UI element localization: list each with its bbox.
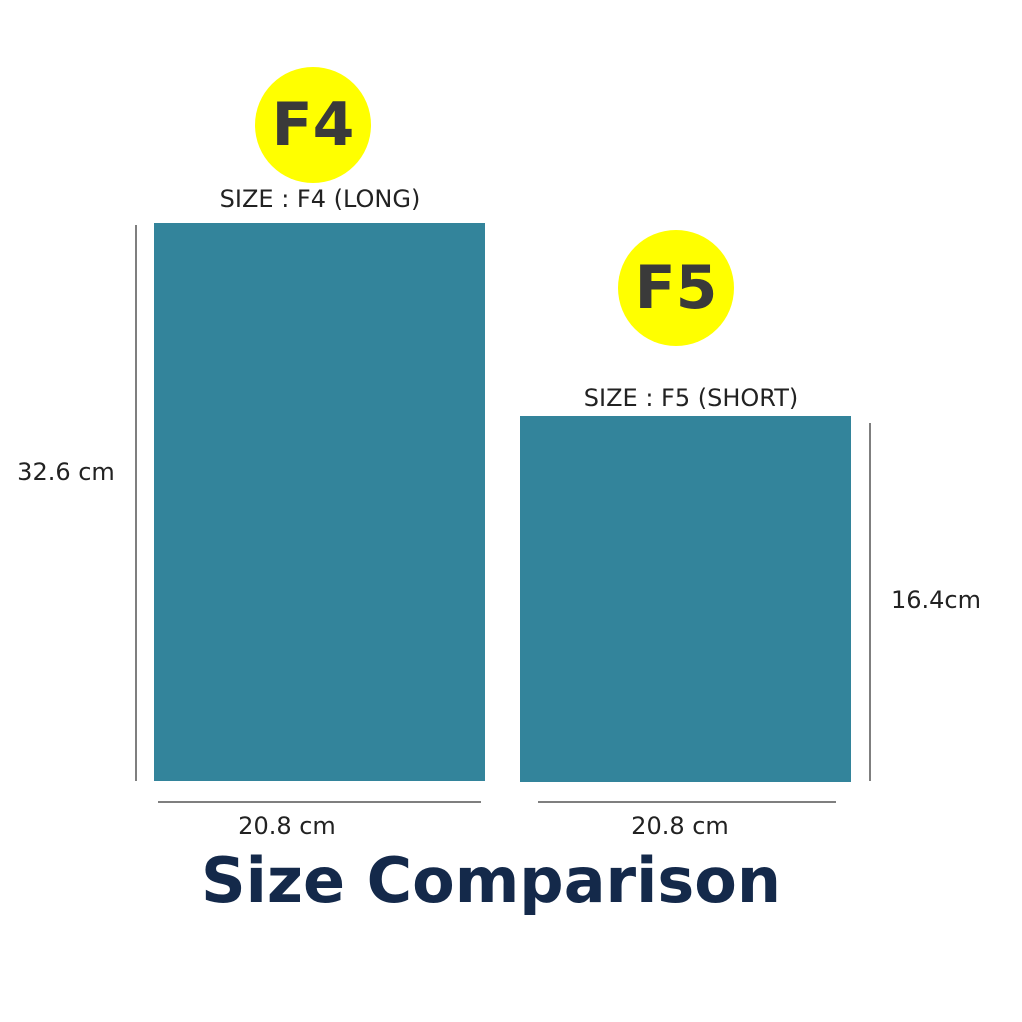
badge-text: F5 — [635, 253, 718, 323]
width-label: 20.8 cm — [238, 812, 336, 840]
height-label: 32.6 cm — [17, 458, 115, 486]
badge-circle — [618, 230, 734, 346]
paper-rect — [520, 416, 851, 782]
height-label: 16.4cm — [891, 586, 981, 614]
badge-circle — [255, 67, 371, 183]
badge-text: F4 — [272, 90, 355, 160]
size-label: SIZE : F4 (LONG) — [220, 185, 421, 213]
title: Size Comparison — [201, 844, 781, 917]
width-label: 20.8 cm — [631, 812, 729, 840]
size-label: SIZE : F5 (SHORT) — [584, 384, 798, 412]
paper-rect — [154, 223, 485, 781]
